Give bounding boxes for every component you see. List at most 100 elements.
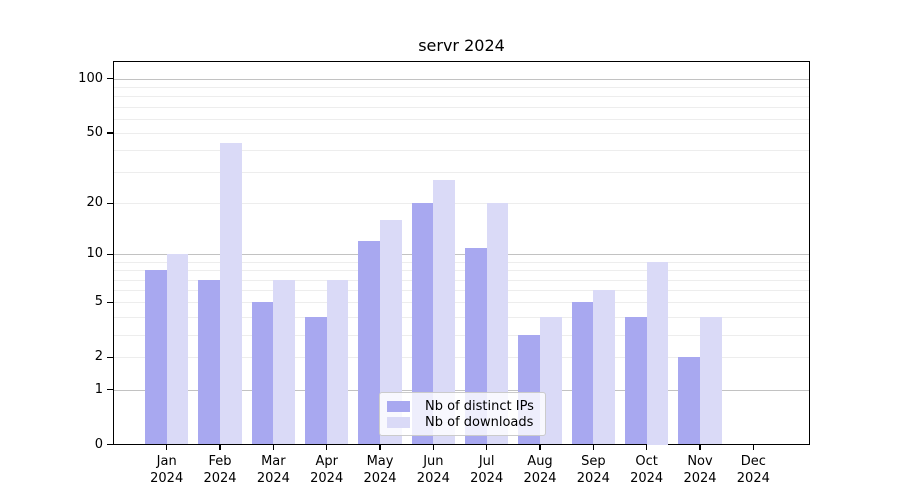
month-name: Oct [635, 454, 658, 469]
month-name: Mar [261, 454, 286, 469]
bar-distinct-ips-nov [678, 357, 700, 445]
gridline-minor [114, 172, 809, 174]
bar-downloads-mar [273, 279, 296, 445]
x-tick-mark [432, 444, 435, 450]
x-tick-mark [752, 444, 755, 450]
gridline-minor [114, 96, 809, 98]
month-name: May [366, 454, 394, 469]
y-tick-mark [107, 78, 113, 80]
bar-distinct-ips-apr [304, 316, 327, 445]
year-label: 2024 [150, 471, 184, 486]
chart-title: servr 2024 [418, 36, 505, 55]
bar-downloads-feb [220, 142, 242, 445]
gridline-minor [114, 270, 809, 272]
x-tick-label-apr: Apr 2024 [295, 453, 359, 487]
y-tick-label: 50 [86, 124, 103, 140]
gridline-major [114, 254, 809, 256]
year-label: 2024 [736, 471, 770, 486]
month-name: Nov [687, 454, 713, 469]
month-name: Sep [581, 454, 606, 469]
y-tick-mark [107, 443, 113, 446]
x-tick-mark [326, 444, 328, 450]
x-tick-label-sep: Sep 2024 [561, 453, 625, 487]
bar-downloads-oct [646, 262, 669, 445]
plot-area [113, 61, 810, 445]
year-label: 2024 [363, 471, 397, 486]
bar-downloads-jan [166, 254, 189, 445]
gridline-minor [114, 132, 809, 134]
gridline-minor [114, 357, 809, 359]
bar-distinct-ips-feb [198, 279, 221, 445]
x-tick-mark [272, 444, 275, 450]
x-tick-label-oct: Oct 2024 [615, 453, 679, 487]
y-tick-label: 0 [94, 436, 103, 452]
year-label: 2024 [203, 471, 237, 486]
x-tick-label-may: May 2024 [348, 453, 412, 487]
gridline-minor [114, 334, 809, 336]
year-label: 2024 [470, 471, 504, 486]
x-tick-label-dec: Dec 2024 [721, 453, 785, 487]
x-tick-mark [539, 444, 541, 450]
gridline-minor [114, 203, 809, 205]
year-label: 2024 [416, 471, 450, 486]
y-tick-label: 10 [86, 246, 103, 262]
bar-distinct-ips-sep [571, 302, 594, 445]
bar-distinct-ips-mar [251, 302, 274, 445]
bar-downloads-apr [326, 279, 349, 445]
y-tick-label: 2 [94, 349, 103, 365]
gridline-minor [114, 262, 809, 263]
month-name: Apr [315, 454, 338, 469]
y-tick-label: 5 [94, 294, 103, 310]
gridline-major [114, 389, 809, 391]
bar-downloads-sep [593, 290, 616, 445]
y-tick-mark [107, 301, 113, 304]
year-label: 2024 [523, 471, 557, 486]
legend-item-downloads: Nb of downloads [387, 414, 536, 430]
month-name: Dec [740, 454, 766, 469]
bar-distinct-ips-jun [411, 203, 434, 445]
month-name: Jan [156, 454, 177, 469]
bar-distinct-ips-oct [624, 316, 647, 445]
year-label: 2024 [576, 471, 610, 486]
y-tick-label: 1 [94, 381, 103, 397]
x-tick-mark [379, 444, 381, 450]
month-name: Jun [423, 454, 444, 469]
month-name: Feb [208, 454, 232, 469]
x-tick-label-nov: Nov 2024 [668, 453, 732, 487]
bar-distinct-ips-may [358, 241, 381, 445]
year-label: 2024 [630, 471, 664, 486]
x-tick-label-aug: Aug 2024 [508, 453, 572, 487]
y-tick-mark [107, 388, 113, 391]
bar-downloads-may [380, 219, 402, 445]
gridline-minor [114, 106, 809, 108]
year-label: 2024 [683, 471, 717, 486]
gridline-minor [114, 150, 809, 152]
x-tick-label-jul: Jul 2024 [455, 453, 519, 487]
x-tick-mark [592, 444, 595, 450]
legend: Nb of distinct IPs Nb of downloads [379, 392, 546, 436]
y-tick-mark [107, 253, 113, 256]
bar-downloads-nov [700, 316, 722, 445]
year-label: 2024 [256, 471, 290, 486]
legend-label-distinct-ips: Nb of distinct IPs [425, 398, 534, 414]
y-tick-mark [107, 132, 113, 134]
x-tick-label-jan: Jan 2024 [135, 453, 199, 487]
y-tick-mark [107, 356, 113, 359]
gridline-minor [114, 290, 809, 292]
y-tick-mark [107, 202, 113, 204]
x-tick-label-mar: Mar 2024 [241, 453, 305, 487]
x-tick-label-jun: Jun 2024 [401, 453, 465, 487]
bar-downloads-jun [433, 180, 456, 445]
month-name: Jul [478, 454, 495, 469]
x-tick-mark [699, 444, 701, 450]
y-tick-label: 20 [86, 195, 103, 211]
year-label: 2024 [310, 471, 344, 486]
month-name: Aug [527, 454, 553, 469]
gridline-minor [114, 279, 809, 281]
bar-downloads-jul [486, 203, 509, 445]
legend-label-downloads: Nb of downloads [425, 414, 534, 430]
y-tick-label: 100 [78, 70, 103, 86]
legend-swatch-downloads [387, 416, 410, 428]
x-tick-mark [486, 444, 488, 450]
